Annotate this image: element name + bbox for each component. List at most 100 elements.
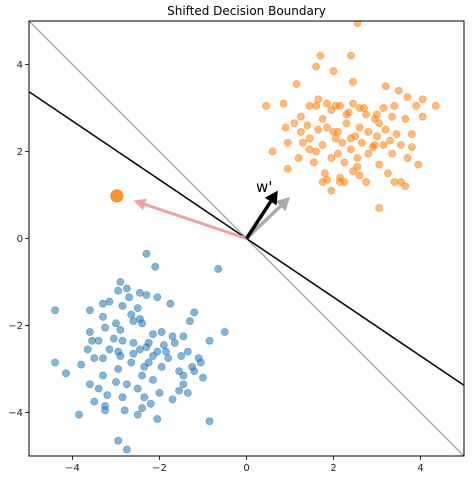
orange-point [394,86,403,95]
blue-point [196,358,205,367]
blue-point [116,278,125,286]
orange-point [333,149,342,158]
orange-point [373,110,381,119]
blue-point [101,323,110,332]
original-weight-arrow [245,197,290,240]
blue-point [118,393,127,402]
blue-point [138,404,146,413]
blue-point [146,399,155,408]
orange-point [357,138,366,147]
x-tick-label: −4 [65,463,80,474]
orange-point [375,119,384,128]
blue-point [129,338,138,347]
w-prime-arrow-head [264,190,278,206]
blue-point [112,378,120,386]
orange-point [412,101,421,110]
x-tick-label: −2 [152,463,167,474]
blue-point [140,362,149,371]
orange-point [362,110,371,119]
blue-point [220,328,229,336]
orange-point [414,160,423,169]
orange-point [431,101,440,110]
blue-point [162,347,170,356]
orange-point [312,147,320,156]
orange-point [386,136,394,145]
orange-point [388,112,397,121]
orange-point [381,125,390,134]
orange-point [318,178,327,186]
orange-point [418,95,427,104]
orange-point [346,134,355,143]
orange-point [364,128,373,136]
blue-point [105,345,114,354]
orange-point [314,125,323,134]
orange-point [283,138,292,147]
blue-point [140,393,149,402]
orange-point [344,108,353,117]
blue-point [149,330,157,339]
blue-point [90,354,99,363]
orange-point [262,101,270,110]
orange-point [318,114,327,123]
orange-point [296,128,305,136]
blue-point [214,265,223,273]
blue-point [136,345,144,354]
orange-point [316,51,325,60]
blue-point [179,380,188,389]
blue-point [136,288,144,297]
orange-point [340,158,349,167]
orange-point [342,119,351,128]
blue-point [157,362,166,371]
blue-point [153,293,162,302]
orange-point [346,51,355,60]
blue-point [127,358,136,367]
orange-point [349,78,357,86]
blue-point [77,360,86,369]
orange-point [353,21,362,28]
blue-point [183,389,192,397]
blue-point [109,334,118,343]
orange-point [310,158,318,167]
x-tick-label: 4 [417,463,423,474]
orange-point [375,204,384,212]
orange-point [303,121,312,130]
orange-point [327,186,336,195]
orange-point [355,123,364,132]
orange-point [296,112,305,121]
orange-point [314,95,323,104]
blue-point [114,436,123,445]
orange-point [375,160,384,169]
blue-point [199,373,207,382]
blue-point [179,332,188,341]
orange-point [397,141,405,149]
blue-point [118,302,127,310]
blue-point [142,291,151,299]
shift-arrow-shaft [144,203,247,240]
blue-point [75,410,83,419]
y-tick-label: 0 [17,234,23,245]
orange-point [268,147,277,156]
blue-point [138,319,146,328]
blue-point [122,380,131,389]
blue-point [138,371,146,380]
orange-point [292,80,301,88]
blue-point [179,371,188,380]
orange-point [279,99,288,108]
orange-point [355,171,364,180]
orange-point [327,154,336,162]
blue-point [133,384,142,393]
orange-point [379,104,388,112]
orange-point [403,154,412,162]
orange-point [281,123,290,132]
blue-point [153,415,162,423]
blue-point [114,365,123,373]
orange-point [290,119,299,128]
blue-point [129,349,138,358]
y-tick-label: 2 [17,147,23,158]
orange-point [418,112,427,121]
blue-point [142,249,151,258]
orange-point [329,128,338,136]
blue-point [170,338,179,347]
orange-point [320,169,329,178]
